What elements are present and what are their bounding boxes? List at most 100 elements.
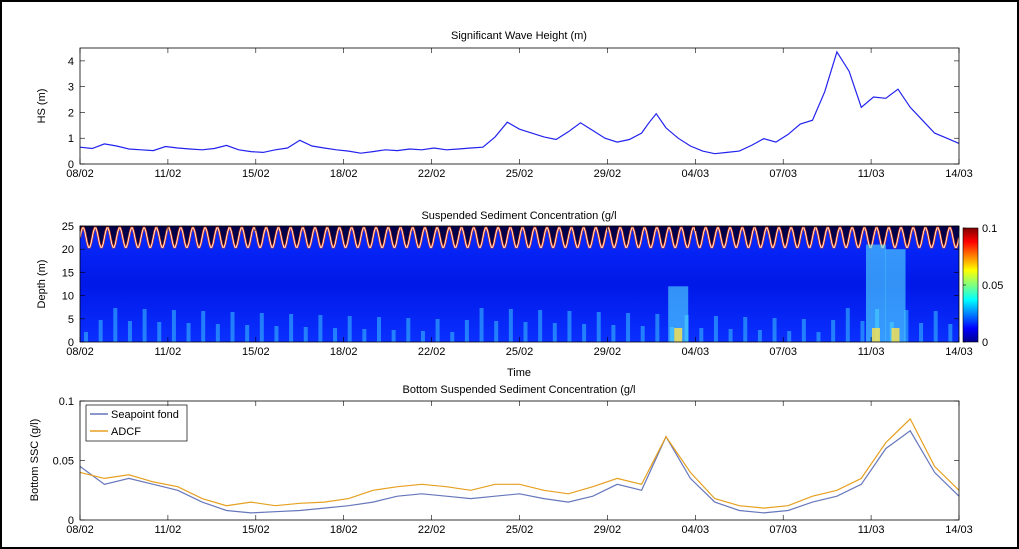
heatmap-plume: [865, 244, 886, 342]
y-tick-label: 15: [62, 267, 74, 279]
x-tick-label: 04/03: [682, 346, 710, 358]
y-tick-label: 0: [68, 515, 74, 527]
heatmap-bottom-plume: [377, 317, 381, 342]
heatmap-bottom-plume: [347, 316, 352, 342]
heatmap-bottom-plume: [596, 312, 601, 342]
y-tick-label: 10: [62, 291, 74, 303]
heatmap-plume-core: [871, 328, 880, 342]
x-axis-label: Time: [507, 367, 531, 379]
heatmap-plume: [885, 249, 906, 342]
x-tick-label: 11/02: [155, 168, 182, 180]
heatmap-plume-core: [674, 328, 683, 342]
y-axis-label: Depth (m): [36, 260, 48, 309]
y-tick-label: 0.1: [59, 396, 74, 408]
heatmap-field: [80, 226, 959, 342]
x-tick-label: 08/02: [66, 168, 94, 180]
heatmap-bottom-plume: [333, 328, 338, 342]
x-tick-label: 18/02: [330, 168, 358, 180]
x-tick-label: 18/02: [330, 524, 358, 536]
x-tick-label: 11/02: [155, 524, 182, 536]
heatmap-bottom-plume: [699, 328, 704, 342]
x-tick-label: 15/02: [242, 346, 270, 358]
heatmap-bottom-plume: [728, 329, 733, 342]
y-tick-label: 0: [68, 159, 74, 171]
heatmap-bottom-plume: [787, 331, 792, 342]
bottom-ssc-panel: Bottom Suspended Sediment Concentration …: [29, 384, 973, 536]
heatmap-bottom-plume: [757, 330, 762, 342]
heatmap-bottom-plume: [98, 320, 103, 342]
heatmap-bottom-plume: [626, 313, 631, 342]
heatmap-bottom-plume: [127, 321, 132, 342]
heatmap-bottom-plume: [523, 322, 528, 342]
x-tick-label: 22/02: [418, 524, 446, 536]
y-axis-label: Bottom SSC (g/l): [29, 419, 41, 502]
y-tick-label: 1: [68, 133, 74, 145]
series-line: [79, 417, 960, 509]
y-tick-label: 25: [62, 221, 74, 233]
x-tick-label: 07/03: [769, 524, 797, 536]
colorbar-tick-label: 0.1: [982, 223, 997, 235]
x-tick-label: 25/02: [506, 168, 534, 180]
heatmap-bottom-plume: [743, 317, 748, 342]
x-tick-label: 04/03: [682, 168, 710, 180]
heatmap-bottom-plume: [391, 330, 396, 342]
heatmap-bottom-plume: [845, 308, 850, 342]
x-tick-label: 29/02: [594, 346, 622, 358]
heatmap-bottom-plume: [245, 325, 250, 342]
colorbar-tick-label: 0.05: [982, 280, 1003, 292]
heatmap-bottom-plume: [831, 320, 836, 342]
heatmap-surface-line: [80, 227, 959, 248]
heatmap-bottom-plume: [801, 319, 806, 342]
y-tick-label: 20: [62, 244, 74, 256]
x-tick-label: 08/02: [66, 346, 94, 358]
heatmap-bottom-plume: [215, 324, 220, 342]
x-tick-label: 15/02: [242, 524, 270, 536]
heatmap-bottom-plume: [494, 321, 499, 342]
heatmap-bottom-plume: [640, 326, 645, 342]
chart-title: Suspended Sediment Concentration (g/l: [421, 210, 616, 222]
heatmap-bottom-plume: [303, 327, 308, 342]
series-line: [79, 50, 960, 155]
plot-area-frame: [79, 400, 960, 521]
heatmap-bottom-plume: [420, 331, 425, 342]
heatmap-plume: [668, 286, 689, 342]
heatmap-bottom-plume: [318, 315, 323, 342]
wave-height-panel: Significant Wave Height (m) HS (m) 08/02…: [36, 30, 973, 180]
heatmap-bottom-plume: [772, 318, 777, 342]
heatmap-bottom-plume: [816, 332, 821, 342]
heatmap-bottom-plume: [919, 323, 924, 342]
x-tick-label: 11/03: [858, 168, 885, 180]
heatmap-bottom-plume: [713, 316, 718, 342]
x-tick-label: 29/02: [594, 168, 622, 180]
heatmap-bottom-plume: [948, 324, 953, 342]
x-tick-label: 07/03: [769, 346, 797, 358]
heatmap-bottom-plume: [201, 311, 206, 342]
legend-label-seapoint: Seapoint fond: [111, 409, 179, 421]
heatmap-bottom-plume: [479, 308, 484, 342]
heatmap-bottom-plume: [464, 320, 469, 342]
heatmap-bottom-plume: [450, 332, 455, 342]
chart-title: Significant Wave Height (m): [451, 30, 587, 42]
y-tick-label: 0: [68, 337, 74, 349]
x-tick-label: 08/02: [66, 524, 94, 536]
y-tick-label: 0.05: [53, 456, 74, 468]
heatmap-bottom-plume: [904, 310, 909, 342]
heatmap-bottom-plume: [406, 318, 411, 342]
heatmap-bottom-plume: [435, 319, 440, 342]
heatmap-bottom-plume: [186, 323, 191, 342]
x-tick-label: 14/03: [945, 346, 973, 358]
heatmap-bottom-plume: [84, 332, 88, 342]
x-tick-label: 22/02: [418, 346, 446, 358]
y-tick-label: 2: [68, 107, 74, 119]
legend-box: [85, 404, 188, 442]
x-tick-label: 04/03: [682, 524, 710, 536]
x-tick-label: 14/03: [945, 524, 973, 536]
x-tick-label: 15/02: [242, 168, 270, 180]
x-tick-label: 11/03: [858, 524, 885, 536]
x-tick-label: 14/03: [945, 168, 973, 180]
heatmap-bottom-plume: [157, 322, 162, 342]
y-tick-label: 5: [68, 314, 74, 326]
x-tick-label: 18/02: [330, 346, 358, 358]
x-tick-label: 11/03: [858, 346, 885, 358]
